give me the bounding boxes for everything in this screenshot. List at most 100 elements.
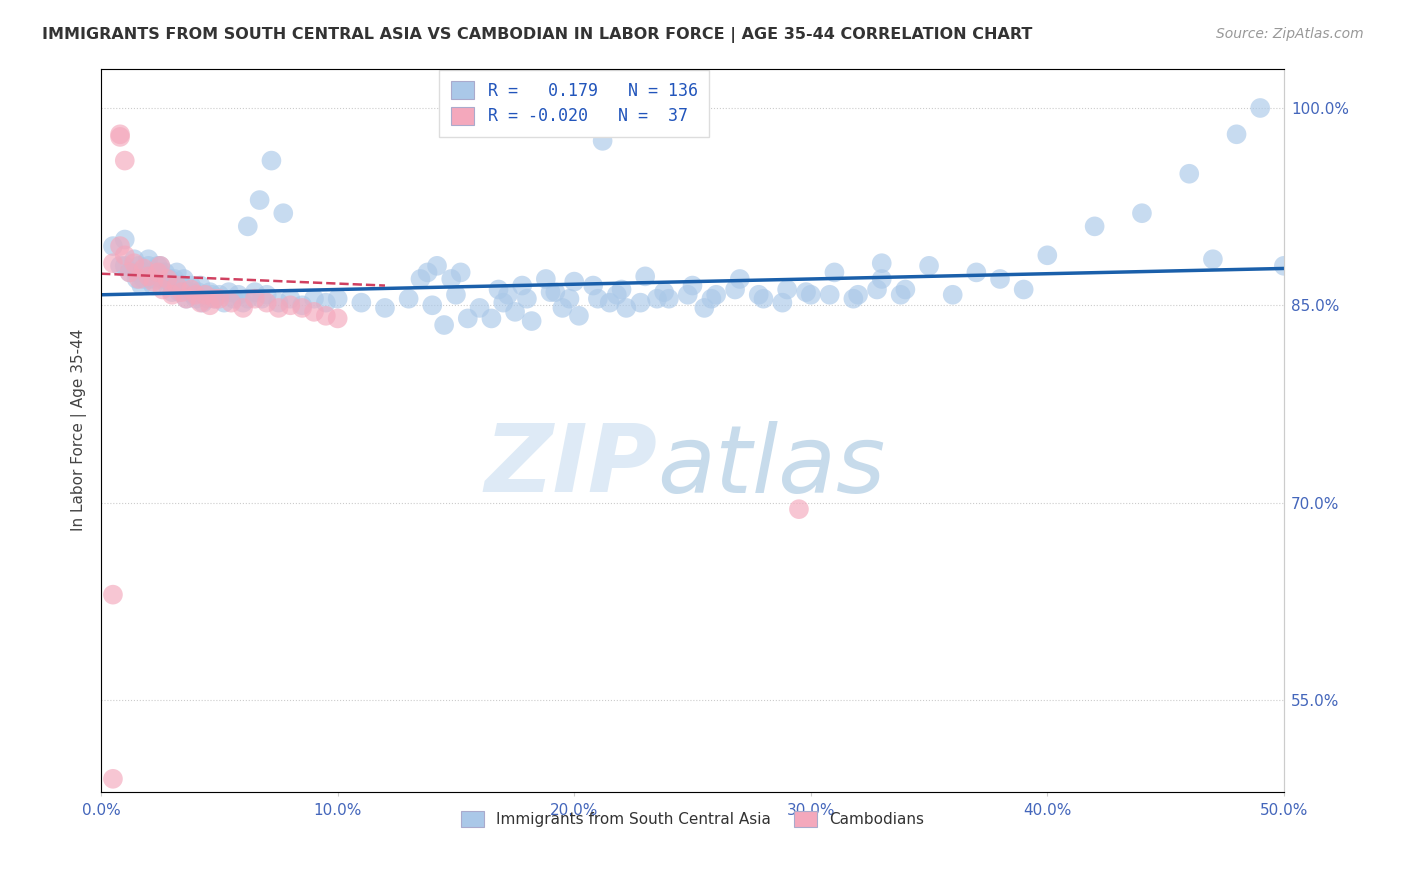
Point: [183, 287, 205, 301]
Point: [315, 295, 337, 310]
Point: [568, 309, 591, 323]
Point: [918, 259, 941, 273]
Point: [894, 283, 917, 297]
Point: [146, 265, 169, 279]
Point: [118, 265, 141, 279]
Point: [842, 292, 865, 306]
Point: [271, 206, 294, 220]
Point: [173, 272, 195, 286]
Point: [540, 285, 562, 299]
Point: [132, 272, 155, 286]
Point: [516, 292, 538, 306]
Point: [108, 259, 131, 273]
Point: [180, 278, 202, 293]
Point: [280, 298, 302, 312]
Point: [145, 272, 167, 286]
Point: [153, 265, 176, 279]
Point: [634, 269, 657, 284]
Point: [551, 301, 574, 315]
Point: [128, 272, 150, 286]
Point: [457, 311, 479, 326]
Point: [184, 287, 207, 301]
Point: [704, 287, 727, 301]
Point: [965, 265, 987, 279]
Point: [108, 129, 131, 144]
Point: [350, 295, 373, 310]
Point: [492, 295, 515, 310]
Point: [291, 301, 314, 315]
Point: [606, 287, 628, 301]
Point: [114, 233, 136, 247]
Point: [184, 292, 207, 306]
Point: [682, 278, 704, 293]
Point: [267, 301, 290, 315]
Point: [728, 272, 751, 286]
Point: [510, 278, 533, 293]
Point: [676, 287, 699, 301]
Text: IMMIGRANTS FROM SOUTH CENTRAL ASIA VS CAMBODIAN IN LABOR FORCE | AGE 35-44 CORRE: IMMIGRANTS FROM SOUTH CENTRAL ASIA VS CA…: [42, 27, 1032, 43]
Point: [818, 287, 841, 301]
Point: [846, 287, 869, 301]
Point: [534, 272, 557, 286]
Point: [426, 259, 449, 273]
Point: [870, 272, 893, 286]
Point: [228, 287, 250, 301]
Point: [232, 301, 254, 315]
Point: [658, 292, 681, 306]
Point: [1012, 283, 1035, 297]
Point: [160, 287, 183, 301]
Point: [142, 278, 165, 293]
Point: [256, 287, 278, 301]
Point: [1130, 206, 1153, 220]
Point: [315, 309, 337, 323]
Point: [180, 283, 202, 297]
Point: [562, 275, 585, 289]
Point: [170, 285, 193, 299]
Point: [149, 259, 172, 273]
Point: [582, 278, 605, 293]
Point: [166, 278, 188, 293]
Point: [125, 272, 148, 286]
Point: [160, 278, 183, 293]
Point: [302, 305, 325, 319]
Point: [752, 292, 775, 306]
Point: [291, 298, 314, 312]
Point: [146, 259, 169, 273]
Point: [131, 278, 153, 293]
Text: Source: ZipAtlas.com: Source: ZipAtlas.com: [1216, 27, 1364, 41]
Point: [132, 261, 155, 276]
Point: [1249, 101, 1271, 115]
Point: [586, 292, 609, 306]
Point: [156, 272, 179, 286]
Point: [219, 295, 242, 310]
Point: [398, 292, 420, 306]
Point: [135, 265, 157, 279]
Point: [503, 305, 526, 319]
Point: [138, 252, 160, 267]
Point: [700, 292, 723, 306]
Point: [250, 292, 273, 306]
Point: [1225, 128, 1247, 142]
Point: [139, 272, 162, 286]
Point: [558, 292, 581, 306]
Point: [243, 292, 266, 306]
Point: [1178, 167, 1201, 181]
Point: [177, 285, 200, 299]
Point: [166, 265, 188, 279]
Point: [236, 292, 259, 306]
Point: [198, 298, 221, 312]
Point: [302, 292, 325, 306]
Text: atlas: atlas: [657, 421, 886, 512]
Point: [156, 278, 179, 293]
Point: [194, 287, 217, 301]
Point: [138, 269, 160, 284]
Point: [1202, 252, 1225, 267]
Point: [191, 295, 214, 310]
Point: [197, 292, 219, 306]
Point: [190, 295, 212, 310]
Point: [693, 301, 716, 315]
Point: [122, 256, 145, 270]
Point: [1084, 219, 1107, 234]
Point: [450, 265, 472, 279]
Point: [249, 193, 271, 207]
